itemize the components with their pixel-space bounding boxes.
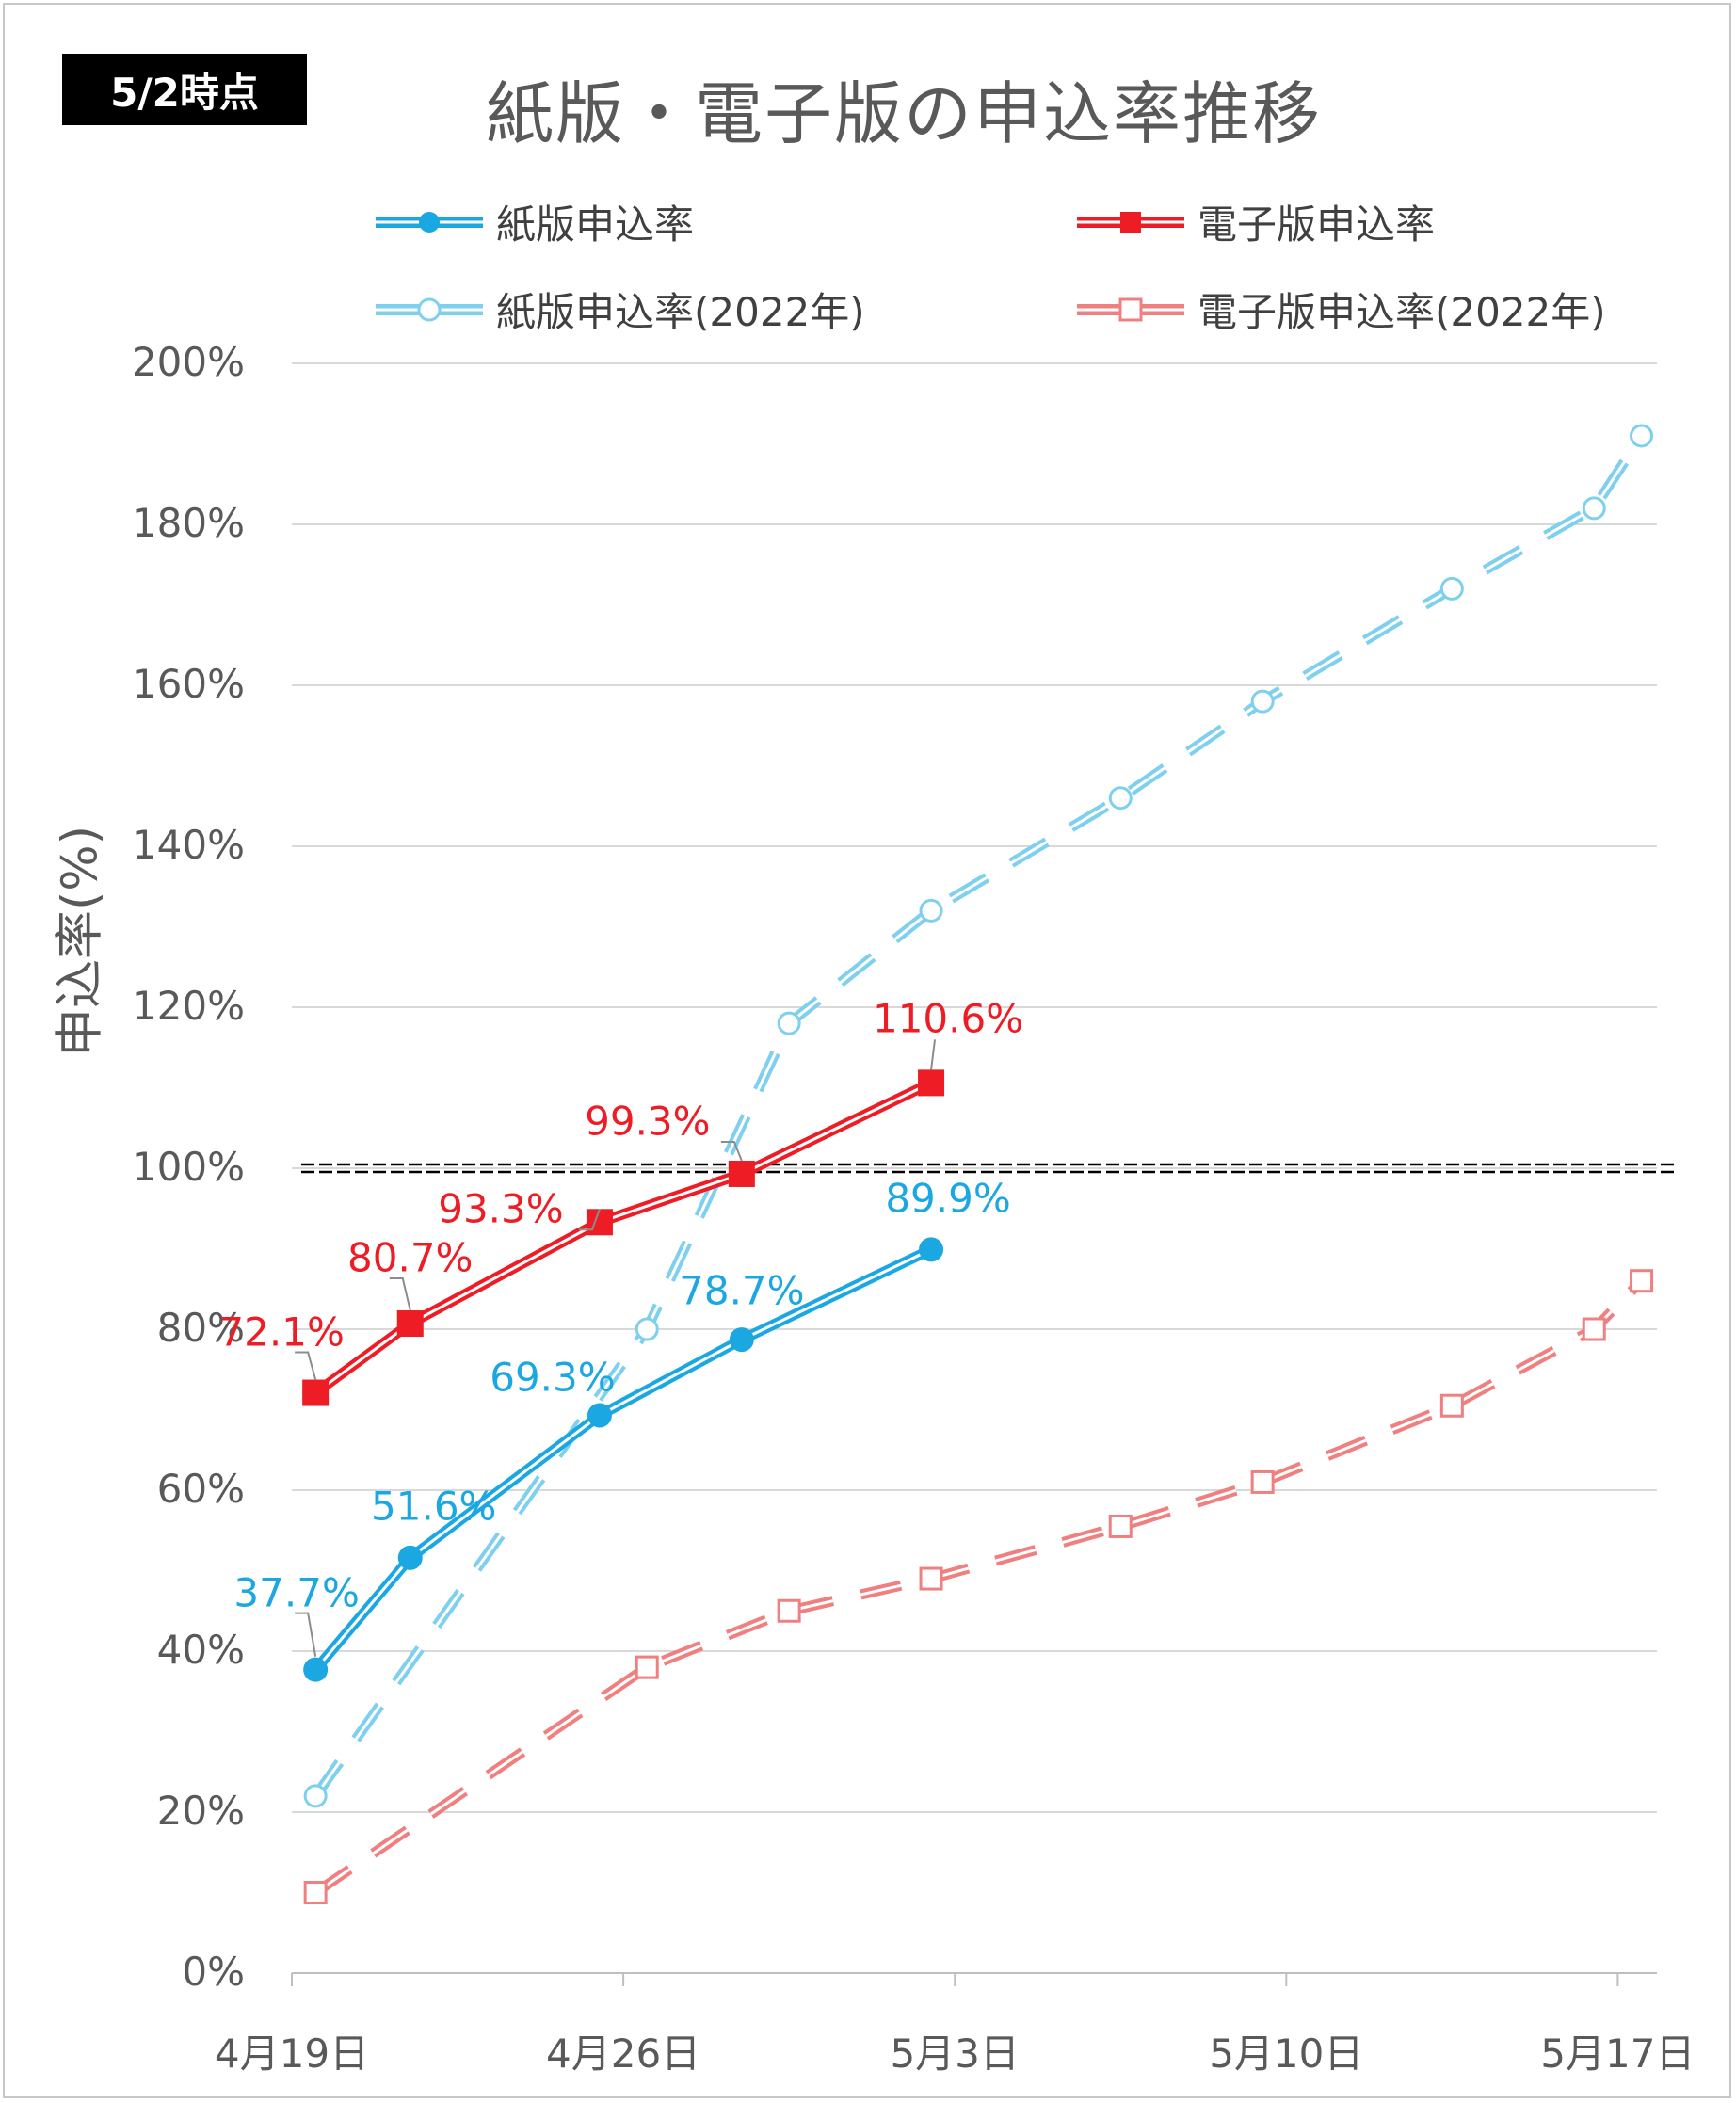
data-point [1439, 576, 1464, 601]
data-label: 93.3% [438, 1185, 564, 1232]
data-point [586, 1209, 613, 1236]
series-line-inner [314, 1279, 1643, 1894]
legend-swatch-digital-2022 [1077, 297, 1184, 321]
y-tick-label: 180% [131, 500, 245, 546]
data-point [302, 1379, 330, 1406]
y-tick-label: 0% [182, 1949, 245, 1995]
series-line [311, 432, 1647, 1800]
chart-frame [3, 3, 1731, 2098]
data-point [918, 1069, 945, 1097]
data-point [303, 1881, 328, 1904]
data-point [1108, 786, 1133, 811]
data-label: 99.3% [585, 1098, 711, 1145]
data-point [1250, 1469, 1275, 1494]
data-point [397, 1545, 423, 1570]
legend-label-paper-2022: 紙版申込率(2022年) [496, 289, 865, 335]
data-label: 78.7% [679, 1267, 805, 1314]
legend-swatch-paper-2022 [376, 297, 483, 321]
x-tick-label: 5月3日 [890, 2031, 1020, 2077]
data-point [729, 1327, 754, 1353]
data-point [777, 1011, 801, 1035]
data-point [1250, 689, 1275, 714]
data-point [1582, 1317, 1606, 1341]
data-point [919, 1566, 943, 1591]
data-point [1630, 1269, 1654, 1293]
data-point [303, 1657, 329, 1682]
data-label: 37.7% [233, 1569, 360, 1616]
data-label: 69.3% [490, 1354, 616, 1401]
x-tick-label: 5月17日 [1540, 2031, 1696, 2077]
label-leader-line [578, 1208, 601, 1231]
data-point [1630, 424, 1654, 448]
label-leader-line [295, 1351, 317, 1380]
y-tick-label: 20% [156, 1788, 245, 1834]
data-point [919, 898, 943, 923]
data-point [587, 1403, 612, 1428]
label-leader-line [389, 1277, 411, 1311]
y-tick-label: 160% [131, 661, 245, 707]
legend-label-digital: 電子版申込率 [1198, 201, 1436, 248]
x-tick-label: 4月26日 [546, 2031, 701, 2077]
legend-item-digital: 電子版申込率 [1073, 193, 1435, 250]
data-point [777, 1598, 801, 1623]
y-tick-label: 80% [156, 1305, 245, 1351]
legend-item-digital-2022: 電子版申込率(2022年) [1073, 281, 1606, 338]
legend-label-digital-2022: 電子版申込率(2022年) [1198, 289, 1606, 335]
data-point [1582, 496, 1606, 521]
data-label: 72.1% [218, 1308, 345, 1356]
data-point [1108, 1514, 1133, 1538]
data-point [635, 1317, 659, 1341]
chart-title: 紙版・電子版の申込率推移 [485, 74, 1322, 153]
legend-item-paper: 紙版申込率 [372, 193, 694, 250]
label-leader-line [720, 1140, 743, 1162]
x-tick-label: 4月19日 [214, 2031, 370, 2077]
legend-swatch-digital [1077, 211, 1184, 233]
data-label: 110.6% [872, 995, 1024, 1042]
data-point [728, 1160, 755, 1187]
y-tick-label: 200% [131, 339, 245, 385]
data-point [396, 1310, 424, 1338]
data-label: 80.7% [347, 1234, 474, 1281]
data-point [303, 1784, 328, 1808]
legend-label-paper: 紙版申込率 [496, 201, 695, 248]
y-tick-label: 40% [156, 1627, 245, 1673]
y-tick-label: 140% [131, 822, 245, 868]
y-tick-label: 100% [131, 1144, 245, 1190]
data-point [1439, 1393, 1464, 1418]
label-leader-line [295, 1612, 317, 1657]
data-label: 51.6% [371, 1483, 497, 1530]
legend-item-paper-2022: 紙版申込率(2022年) [372, 281, 865, 338]
data-label: 89.9% [885, 1175, 1011, 1222]
data-point [635, 1655, 659, 1679]
date-badge: 5/2時点 [62, 54, 307, 125]
legend-swatch-paper [376, 211, 483, 233]
data-point [919, 1237, 944, 1262]
y-tick-label: 120% [131, 983, 245, 1029]
x-tick-label: 5月10日 [1209, 2031, 1364, 2077]
label-leader-line [930, 1039, 937, 1070]
series-line-inner [313, 435, 1643, 1797]
y-tick-label: 60% [156, 1466, 245, 1512]
